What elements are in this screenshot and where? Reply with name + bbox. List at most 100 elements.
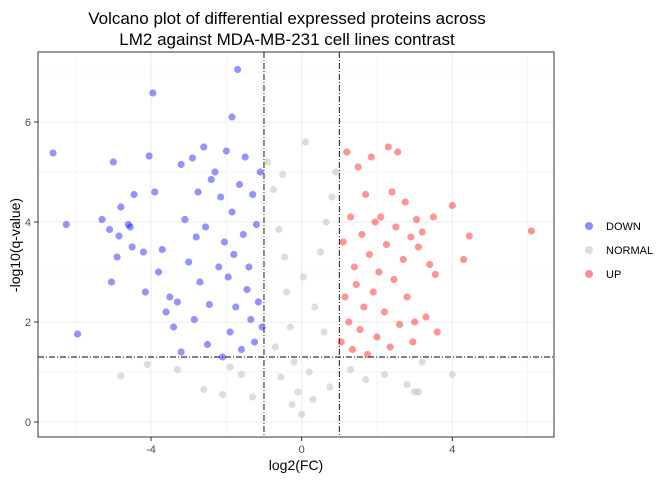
legend-key-down [585, 222, 593, 230]
point-up [358, 230, 366, 239]
point-down [203, 340, 212, 349]
point-up [426, 260, 434, 269]
point-normal [226, 363, 234, 371]
point-up [448, 201, 456, 210]
point-normal [269, 185, 278, 194]
plot-panel [38, 52, 554, 437]
point-down [194, 188, 202, 196]
point-up [367, 153, 375, 161]
legend: DOWN NORMAL UP [585, 221, 653, 281]
point-down [228, 113, 236, 121]
point-normal [418, 358, 426, 366]
point-up [403, 293, 411, 301]
point-normal [301, 138, 310, 146]
point-down [177, 160, 185, 169]
point-normal [448, 370, 456, 379]
chart-title-line-2: LM2 against MDA-MB-231 cell lines contra… [119, 30, 455, 49]
point-normal [281, 253, 289, 261]
point-up [356, 325, 364, 334]
point-up [337, 338, 345, 346]
point-down [62, 220, 70, 229]
point-down [252, 220, 261, 229]
point-down [230, 250, 238, 259]
point-normal [380, 370, 389, 379]
point-up [362, 190, 370, 199]
y-tick-label: 4 [25, 217, 31, 229]
point-up [365, 250, 374, 259]
point-up [460, 255, 468, 264]
point-normal [414, 388, 423, 396]
point-normal [173, 365, 181, 374]
point-down [218, 353, 227, 361]
point-down [128, 243, 136, 251]
point-down [130, 190, 138, 199]
point-normal [237, 370, 245, 379]
point-normal [282, 288, 291, 296]
point-down [173, 298, 181, 306]
point-normal [271, 343, 279, 351]
legend-key-normal [585, 246, 593, 254]
point-down [249, 190, 257, 199]
point-normal [218, 390, 227, 399]
point-down [126, 223, 134, 231]
point-down [202, 223, 210, 231]
point-down [254, 298, 262, 306]
point-up [369, 288, 377, 296]
point-down [207, 175, 215, 184]
x-axis-title: log2(FC) [269, 457, 323, 473]
point-normal [326, 383, 334, 391]
point-down [113, 253, 121, 261]
point-normal [275, 225, 283, 234]
point-down [222, 147, 230, 155]
point-up [339, 238, 347, 246]
data-points [49, 65, 536, 419]
point-normal [117, 372, 125, 380]
y-axis-ticks: 0 2 4 6 [25, 117, 38, 429]
x-axis-ticks: -4 0 4 [146, 437, 455, 456]
point-up [386, 343, 394, 351]
point-down [245, 263, 253, 271]
point-up [399, 255, 407, 264]
point-up [373, 333, 381, 341]
point-normal [298, 410, 306, 419]
point-normal [286, 323, 294, 331]
point-normal [264, 158, 272, 166]
point-down [224, 273, 232, 281]
point-down [247, 315, 255, 324]
point-up [343, 148, 351, 156]
point-up [392, 223, 400, 231]
point-down [190, 315, 198, 324]
point-down [205, 300, 213, 309]
y-axis-title: -log10(q-value) [7, 198, 23, 292]
point-down [162, 308, 170, 316]
point-normal [290, 358, 298, 366]
point-up [382, 240, 390, 249]
point-down [239, 230, 247, 239]
point-up [407, 233, 415, 241]
point-down [166, 293, 174, 301]
point-up [341, 293, 349, 301]
point-normal [309, 395, 317, 404]
point-down [141, 288, 149, 296]
point-up [384, 143, 392, 151]
point-down [154, 268, 163, 276]
point-up [388, 188, 396, 196]
point-down [105, 225, 114, 234]
point-up [390, 275, 398, 284]
point-down [139, 248, 148, 256]
point-up [350, 263, 358, 271]
point-normal [279, 170, 287, 179]
point-normal [320, 328, 328, 336]
point-up [363, 350, 372, 359]
y-tick-label: 2 [25, 317, 31, 329]
point-down [250, 338, 259, 346]
point-down [234, 65, 242, 74]
point-up [401, 198, 409, 206]
point-down [220, 238, 229, 246]
x-tick-label: -4 [146, 444, 156, 456]
point-normal [316, 248, 325, 256]
point-normal [305, 368, 313, 376]
point-down [107, 278, 116, 286]
point-down [241, 153, 249, 161]
